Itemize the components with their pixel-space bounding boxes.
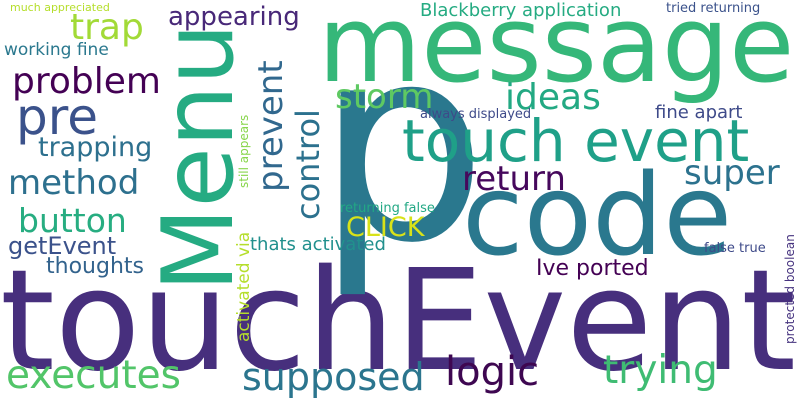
word-tried-returning: tried returning [666,1,761,16]
word-touchEvent: touchEvent [0,240,797,400]
word-prevent: prevent [251,60,291,192]
word-CLICK: CLICK [346,212,425,243]
word-still-appears: still appears [237,114,251,188]
word-button: button [18,201,127,240]
word-fine-apart: fine apart [655,102,743,123]
word-trapping: trapping [38,132,153,163]
word-thats-activated: thats activated [250,234,386,255]
word-problem: problem [12,61,161,102]
word-trying: trying [603,348,718,393]
word-working-fine: working fine [4,40,109,60]
word-false-true: false true [704,241,766,256]
word-super: super [684,153,780,193]
word-protected-boolean: protected boolean [783,234,797,344]
word-activated-via: activated via [234,231,254,342]
word-method: method [8,163,140,203]
word-trap: trap [70,7,144,48]
word-Blackberry-application: Blackberry application [420,0,622,21]
word-returning-false: returning false [340,201,435,216]
word-message: message [318,0,795,106]
word-pre: pre [16,88,98,146]
word-appearing: appearing [168,2,300,32]
word-touch-event: touch event [402,107,750,175]
word-executes: executes [6,353,181,398]
word-control: control [289,109,327,220]
word-return: return [462,159,566,199]
word-p: p [316,0,488,302]
word-getEvent: getEvent [8,232,117,260]
word-supposed: supposed [242,355,425,399]
word-thoughts: thoughts [46,254,144,279]
word-Ive-ported: Ive ported [536,256,649,281]
word-logic: logic [445,349,540,395]
word-code: code [462,151,733,281]
word-storm: storm [335,77,434,117]
word-much-appreciated: much appreciated [10,1,110,14]
word-ideas: ideas [505,77,601,118]
word-always-displayed: always displayed [420,107,532,122]
